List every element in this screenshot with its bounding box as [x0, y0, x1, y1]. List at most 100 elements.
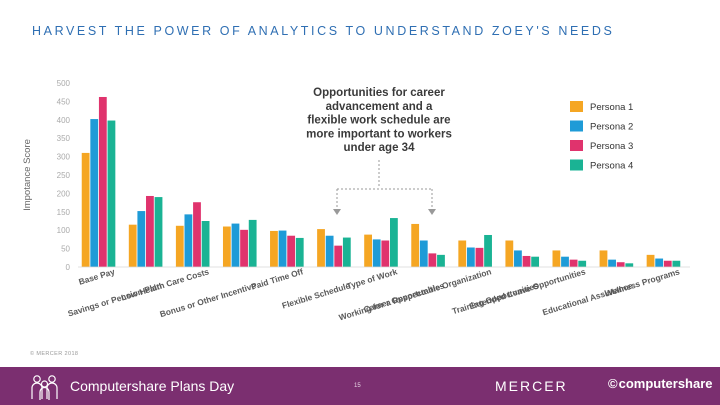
y-tick-label: 50	[61, 245, 70, 254]
bar	[193, 202, 201, 267]
mercer-logo: MERCER	[495, 378, 568, 394]
bar	[672, 260, 681, 267]
bar	[663, 260, 672, 267]
bar	[514, 250, 522, 267]
bar	[569, 259, 578, 267]
bar	[184, 214, 193, 267]
x-tick-label: Wellness Programs	[604, 266, 681, 298]
legend-label: Persona 1	[590, 102, 633, 113]
legend-label: Persona 3	[590, 141, 633, 152]
y-tick-label: 150	[57, 208, 71, 217]
y-tick-label: 250	[57, 171, 71, 180]
bar	[175, 225, 184, 267]
bar	[240, 229, 248, 267]
y-tick-label: 0	[66, 263, 71, 272]
page-number: 15	[354, 383, 361, 389]
legend-swatch	[570, 140, 583, 151]
bar	[270, 230, 278, 267]
legend-swatch	[570, 120, 583, 132]
bar	[372, 239, 381, 267]
bar	[295, 237, 304, 267]
bar	[608, 259, 616, 267]
bar	[505, 240, 514, 267]
y-axis: 0 50 100 150 200 250 300 350 400 450 500 Impotance …	[22, 79, 71, 272]
bar	[531, 256, 540, 267]
bar	[625, 263, 634, 267]
footer-bar: Computershare Plans Day 15 MERCER ©compu…	[0, 367, 720, 405]
bar	[522, 255, 531, 267]
bar	[458, 240, 467, 267]
x-tick-label: Type of Work	[345, 266, 398, 291]
footer-event-title: Computershare Plans Day	[70, 378, 235, 394]
bar	[484, 234, 492, 267]
bar	[599, 250, 608, 267]
bar	[390, 218, 398, 267]
importance-bar-chart: 0 50 100 150 200 250 300 350 400 450 500 Impotance …	[22, 79, 690, 322]
bar	[411, 223, 420, 267]
bar	[107, 120, 116, 267]
bar	[428, 253, 437, 267]
people-group-icon	[31, 375, 58, 400]
computershare-logo-text: computershare	[618, 376, 713, 391]
callout-text-line: Opportunities for career	[313, 87, 445, 99]
x-tick-label: Working for a Respectable Organization	[338, 266, 493, 322]
bar	[146, 195, 154, 267]
bar	[98, 96, 107, 267]
bar	[419, 240, 428, 267]
bar	[287, 235, 296, 267]
callout-annotation: Opportunities for career advancement and …	[306, 87, 452, 215]
legend-label: Persona 4	[590, 161, 633, 172]
bar	[90, 119, 99, 268]
bar	[231, 223, 240, 267]
bar	[278, 230, 287, 267]
legend-swatch	[570, 101, 583, 112]
y-tick-label: 100	[57, 226, 71, 235]
x-tick-label: Base Pay	[77, 266, 116, 287]
bar	[381, 240, 390, 267]
bar	[137, 211, 146, 267]
computershare-logo: ©computershare	[608, 376, 713, 391]
bar	[646, 254, 655, 267]
bar	[128, 224, 137, 267]
bar	[552, 250, 561, 267]
legend-swatch	[570, 159, 583, 171]
bar	[248, 219, 257, 267]
y-tick-label: 300	[57, 153, 71, 162]
bar	[334, 245, 343, 267]
callout-text-line: more important to workers	[306, 128, 452, 140]
y-tick-label: 200	[57, 189, 71, 198]
bar	[561, 256, 569, 267]
callout-text-line: under age 34	[344, 142, 416, 154]
bar	[437, 254, 445, 267]
bar	[317, 229, 325, 267]
y-axis-label: Impotance Score	[22, 139, 33, 211]
y-tick-label: 400	[57, 116, 71, 125]
legend-label: Persona 2	[590, 122, 633, 133]
x-tick-label: Flexible Schedule	[281, 280, 352, 310]
y-tick-label: 350	[57, 134, 71, 143]
arrowhead-icon	[333, 209, 341, 215]
y-tick-label: 500	[57, 79, 71, 88]
bar	[364, 234, 372, 267]
copyright-text: © MERCER 2018	[30, 351, 79, 357]
callout-text-line: advancement and a	[326, 101, 433, 113]
slide-headline: HARVEST THE POWER OF ANALYTICS TO UNDERS…	[32, 24, 615, 38]
computershare-logo-icon: ©	[608, 376, 618, 391]
bar	[222, 226, 231, 267]
x-tick-label: Paid Time Off	[250, 266, 305, 291]
legend: Persona 1 Persona 2 Persona 3 Persona 4	[570, 101, 633, 172]
bar	[342, 237, 351, 267]
bar	[201, 221, 210, 267]
bar	[154, 197, 163, 267]
arrowhead-icon	[428, 209, 436, 215]
bar	[475, 247, 484, 267]
bar-group	[78, 96, 690, 268]
callout-text-line: flexible work schedule are	[307, 115, 450, 127]
bar	[325, 235, 334, 267]
bar	[466, 247, 475, 267]
bar	[616, 262, 625, 267]
bar	[81, 152, 90, 267]
y-tick-label: 450	[57, 97, 71, 106]
bar	[655, 258, 664, 267]
